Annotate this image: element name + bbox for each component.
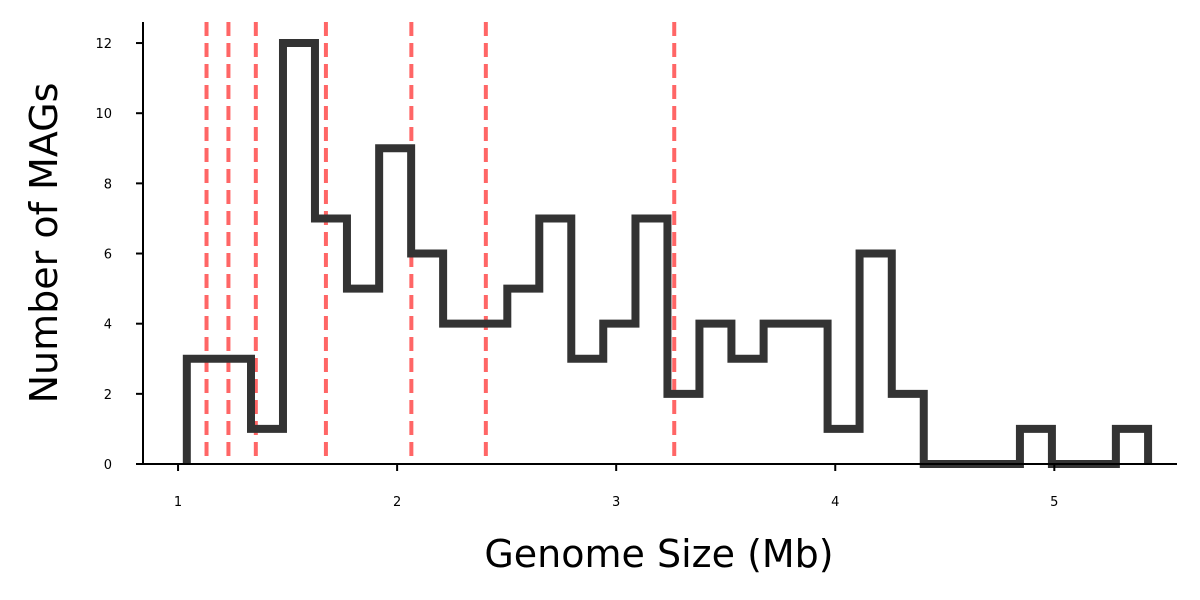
- y-axis-title: Number of MAGs: [22, 83, 66, 404]
- histogram-bin-5: [315, 218, 347, 464]
- histogram-bin-27: [1020, 429, 1052, 464]
- histogram-bin-23: [892, 394, 924, 464]
- histogram-bin-9: [443, 324, 475, 464]
- histogram-bin-21: [828, 429, 860, 464]
- x-tick-label: 1: [174, 495, 182, 510]
- histogram-bin-6: [347, 289, 379, 464]
- histogram-bin-18: [731, 359, 763, 464]
- x-axis-title: Genome Size (Mb): [484, 532, 833, 576]
- x-tick-label: 5: [1050, 495, 1058, 510]
- y-tick-label: 6: [104, 248, 112, 263]
- plot-area: [182, 22, 1153, 468]
- y-tick-label: 0: [104, 458, 112, 473]
- x-tick-label: 3: [612, 495, 620, 510]
- histogram-bin-13: [571, 359, 603, 464]
- x-tick-label: 2: [393, 495, 401, 510]
- histogram-bin-17: [699, 324, 731, 464]
- histogram-bin-7: [379, 148, 411, 464]
- histogram-bin-1: [187, 359, 219, 464]
- y-tick-label: 12: [95, 37, 112, 52]
- histogram-bin-10: [475, 324, 507, 464]
- histogram-bin-14: [603, 324, 635, 464]
- histogram-bin-15: [635, 218, 667, 464]
- x-tick-label: 4: [831, 495, 839, 510]
- histogram-bin-3: [251, 429, 283, 464]
- histogram-bin-16: [667, 394, 699, 464]
- histogram-bin-2: [219, 359, 251, 464]
- y-tick-label: 8: [104, 177, 112, 192]
- y-tick-label: 4: [104, 318, 112, 333]
- histogram-bin-22: [860, 254, 892, 464]
- y-tick-label: 10: [95, 107, 112, 122]
- histogram-bin-30: [1116, 429, 1148, 464]
- histogram-bin-19: [764, 324, 796, 464]
- histogram-bin-12: [539, 218, 571, 464]
- histogram-bin-8: [411, 254, 443, 464]
- histogram-bin-11: [507, 289, 539, 464]
- y-tick-label: 2: [104, 388, 112, 403]
- histogram-bin-4: [283, 43, 315, 464]
- histogram-bin-20: [796, 324, 828, 464]
